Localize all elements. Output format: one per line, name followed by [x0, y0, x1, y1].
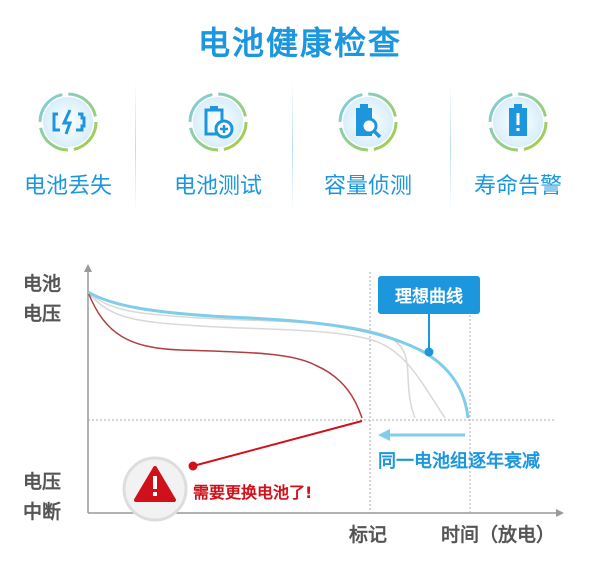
page-title: 电池健康检查: [197, 24, 402, 62]
decline-label: 同一电池组逐年衰减: [378, 450, 540, 472]
battery-search-icon: [338, 92, 398, 152]
replace-label: 需要更换电池了!: [193, 483, 312, 502]
ideal-curve-label-box: [378, 276, 480, 314]
x-label-mark: 标记: [349, 524, 387, 546]
y-label-bottom-2: 中断: [23, 500, 61, 523]
divider: [292, 82, 293, 212]
divider: [450, 82, 451, 212]
warning-pointer: [192, 420, 363, 467]
y-axis-arrow: [84, 264, 92, 272]
pointer-dot: [188, 461, 198, 471]
y-label-top-2: 电压: [23, 302, 61, 325]
label-dot: [424, 347, 434, 357]
y-label-bottom-1: 电压: [23, 470, 61, 493]
ideal-curve-label: 理想曲线: [395, 286, 463, 307]
feature-life-warning: 寿命告警: [443, 90, 593, 200]
battery-charging-icon: [38, 92, 98, 152]
x-label-time: 时间（放电）: [441, 523, 555, 546]
feature-label: 电池丢失: [23, 174, 112, 199]
battery-warning-icon: [488, 92, 548, 152]
decline-arrow-head: [378, 429, 390, 441]
ideal-curve: [87, 290, 470, 419]
feature-capacity-detect: 容量侦测: [293, 90, 443, 200]
battery-plus-icon: [188, 92, 248, 152]
feature-battery-loss: 电池丢失: [0, 90, 143, 200]
feature-label: 寿命告警: [473, 174, 562, 199]
feature-label: 容量侦测: [323, 174, 412, 199]
feature-label: 电池测试: [173, 174, 262, 199]
divider: [135, 82, 136, 212]
failing-curve: [87, 291, 363, 419]
y-label-top-1: 电池: [23, 272, 61, 295]
feature-battery-test: 电池测试: [143, 90, 293, 200]
aging-curve: [87, 291, 416, 419]
x-axis-arrow: [556, 509, 564, 517]
